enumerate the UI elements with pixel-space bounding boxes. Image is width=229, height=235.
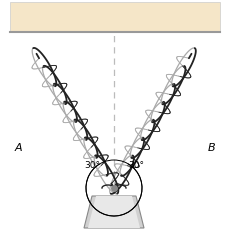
- Text: 30°: 30°: [84, 161, 100, 171]
- Text: A: A: [14, 143, 22, 153]
- Text: 30°: 30°: [128, 161, 144, 171]
- Polygon shape: [84, 196, 144, 228]
- Text: B: B: [208, 143, 216, 153]
- Polygon shape: [88, 196, 140, 228]
- FancyBboxPatch shape: [10, 2, 220, 32]
